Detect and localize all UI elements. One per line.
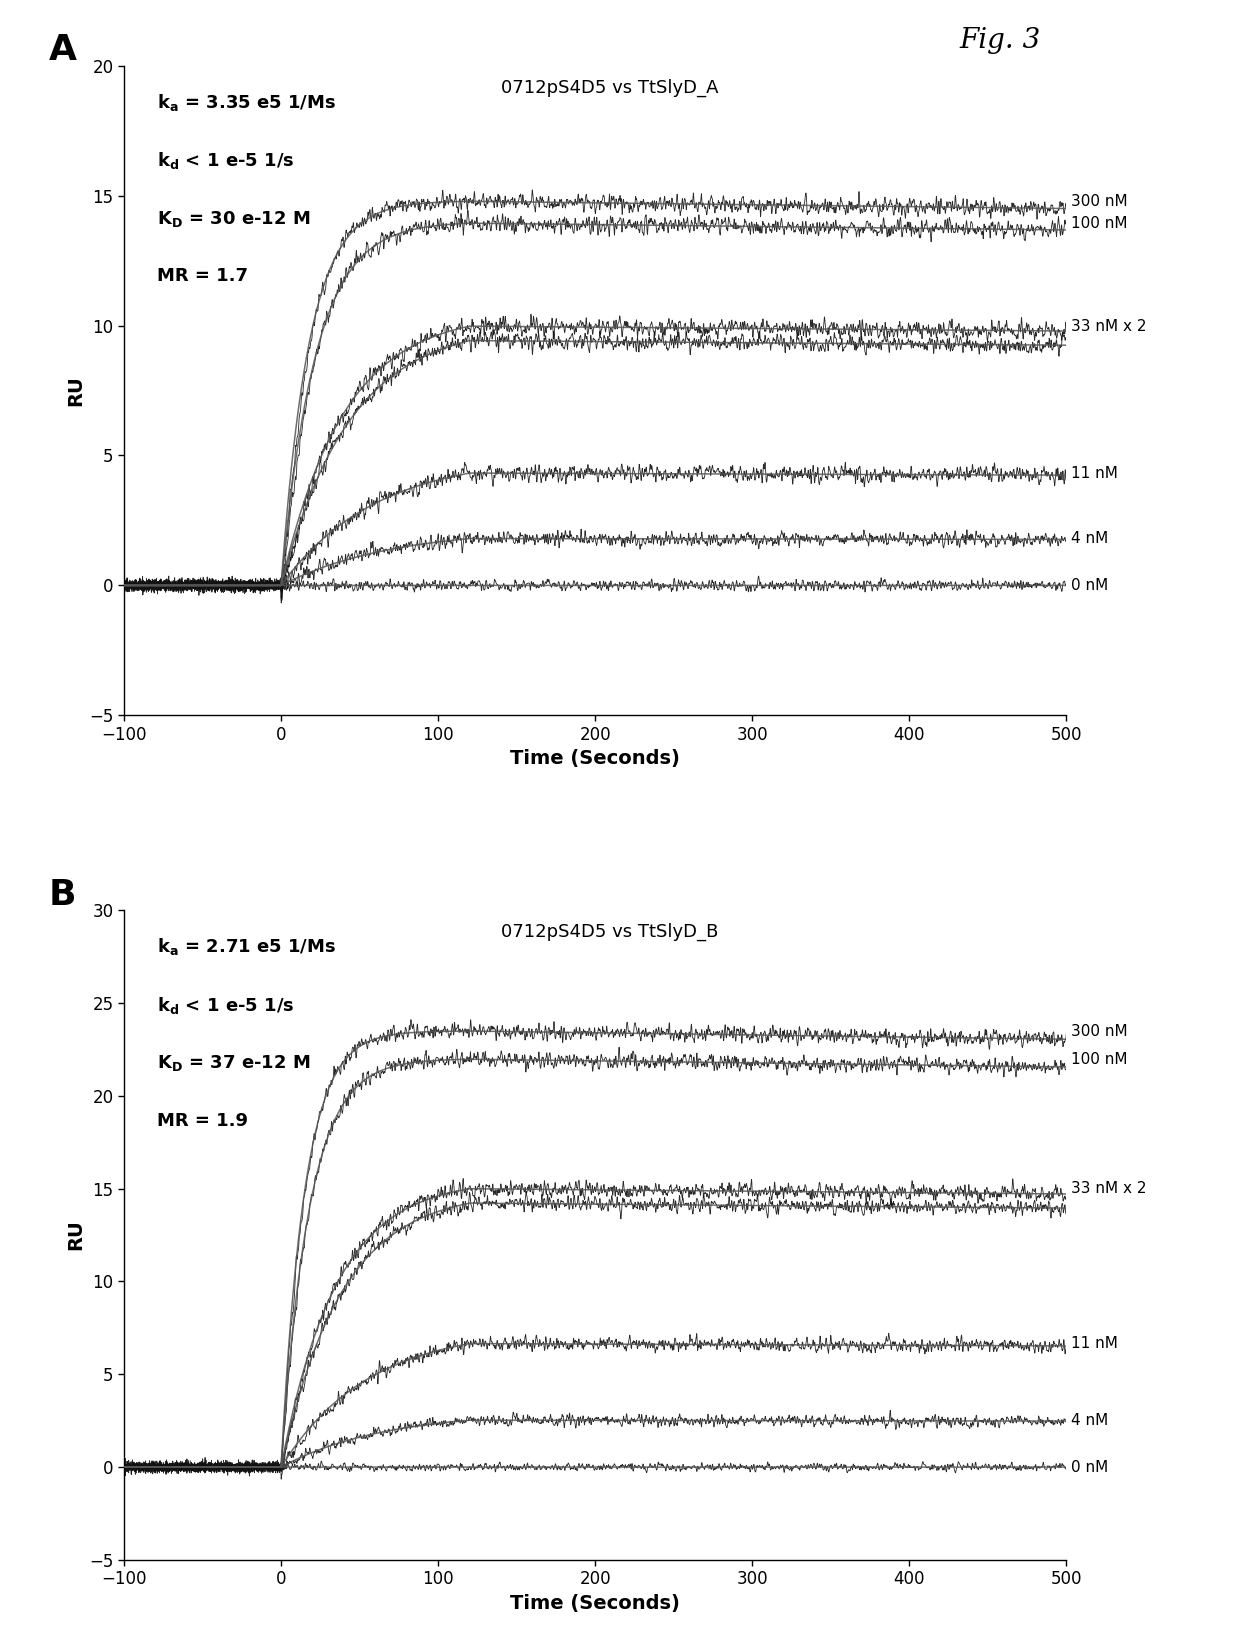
Y-axis label: RU: RU: [66, 374, 86, 406]
Text: 4 nM: 4 nM: [1071, 1412, 1109, 1429]
Text: 100 nM: 100 nM: [1071, 1053, 1127, 1067]
Text: 0712pS4D5 vs TtSlyD_B: 0712pS4D5 vs TtSlyD_B: [501, 923, 718, 941]
Y-axis label: RU: RU: [66, 1220, 86, 1251]
Text: 0 nM: 0 nM: [1071, 1460, 1109, 1475]
Text: k$_\mathbf{d}$ < 1 e-5 1/s: k$_\mathbf{d}$ < 1 e-5 1/s: [157, 149, 294, 171]
X-axis label: Time (Seconds): Time (Seconds): [511, 749, 680, 768]
Text: 0 nM: 0 nM: [1071, 578, 1109, 593]
Text: k$_\mathbf{a}$ = 2.71 e5 1/Ms: k$_\mathbf{a}$ = 2.71 e5 1/Ms: [157, 936, 336, 957]
Text: Fig. 3: Fig. 3: [960, 26, 1042, 54]
Text: 33 nM x 2: 33 nM x 2: [1071, 319, 1147, 333]
X-axis label: Time (Seconds): Time (Seconds): [511, 1594, 680, 1612]
Text: 100 nM: 100 nM: [1071, 215, 1127, 232]
Text: 300 nM: 300 nM: [1071, 1023, 1127, 1038]
Text: MR = 1.9: MR = 1.9: [157, 1112, 248, 1130]
Text: K$_\mathbf{D}$ = 37 e-12 M: K$_\mathbf{D}$ = 37 e-12 M: [157, 1053, 310, 1074]
Text: K$_\mathbf{D}$ = 30 e-12 M: K$_\mathbf{D}$ = 30 e-12 M: [157, 209, 310, 228]
Text: B: B: [48, 878, 76, 911]
Text: 11 nM: 11 nM: [1071, 466, 1118, 481]
Text: 33 nM x 2: 33 nM x 2: [1071, 1182, 1147, 1197]
Text: 300 nM: 300 nM: [1071, 194, 1127, 209]
Text: A: A: [48, 33, 77, 67]
Text: 0712pS4D5 vs TtSlyD_A: 0712pS4D5 vs TtSlyD_A: [501, 79, 718, 97]
Text: k$_\mathbf{a}$ = 3.35 e5 1/Ms: k$_\mathbf{a}$ = 3.35 e5 1/Ms: [157, 92, 336, 113]
Text: k$_\mathbf{d}$ < 1 e-5 1/s: k$_\mathbf{d}$ < 1 e-5 1/s: [157, 995, 294, 1016]
Text: MR = 1.7: MR = 1.7: [157, 268, 248, 286]
Text: 11 nM: 11 nM: [1071, 1337, 1118, 1351]
Text: 4 nM: 4 nM: [1071, 530, 1109, 547]
